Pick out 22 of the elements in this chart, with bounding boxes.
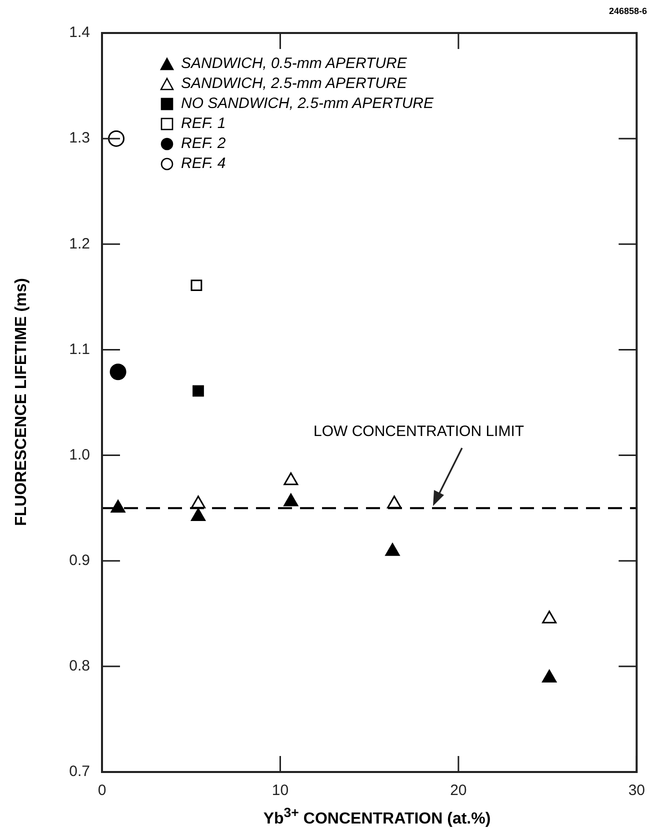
y-tick-label: 1.2 [69, 235, 90, 252]
x-tick-label: 30 [628, 782, 645, 800]
y-tick-label: 1.0 [69, 446, 90, 464]
x-axis-title: Yb$^{3+}$ CONCENTRATION (at.%) [262, 805, 492, 828]
legend-label: REF. 1 [181, 114, 226, 134]
y-tick-label: 0.8 [69, 658, 90, 675]
legend-label: REF. 2 [181, 134, 226, 154]
x-tick-label: 20 [450, 782, 467, 800]
y-tick-label: 1.3 [69, 130, 90, 147]
legend-label: SANDWICH, 2.5-mm APERTURE [181, 74, 407, 94]
y-tick-label: 0.7 [69, 763, 90, 780]
legend-label: SANDWICH, 0.5-mm APERTURE [181, 54, 407, 74]
y-tick-label: 0.9 [69, 552, 90, 569]
x-tick-label: 0 [98, 782, 106, 800]
legend-label: REF. 4 [181, 154, 226, 174]
y-axis-title: FLUORESCENCE LIFETIME (ms) [13, 278, 31, 526]
legend-label: NO SANDWICH, 2.5-mm APERTURE [181, 94, 434, 114]
text: 246858-6 [608, 6, 647, 16]
x-tick-label: 10 [272, 782, 289, 800]
y-tick-label: 1.4 [69, 24, 90, 42]
annotation: LOW CONCENTRATION LIMIT [313, 423, 524, 440]
y-tick-label: 1.1 [69, 340, 90, 358]
